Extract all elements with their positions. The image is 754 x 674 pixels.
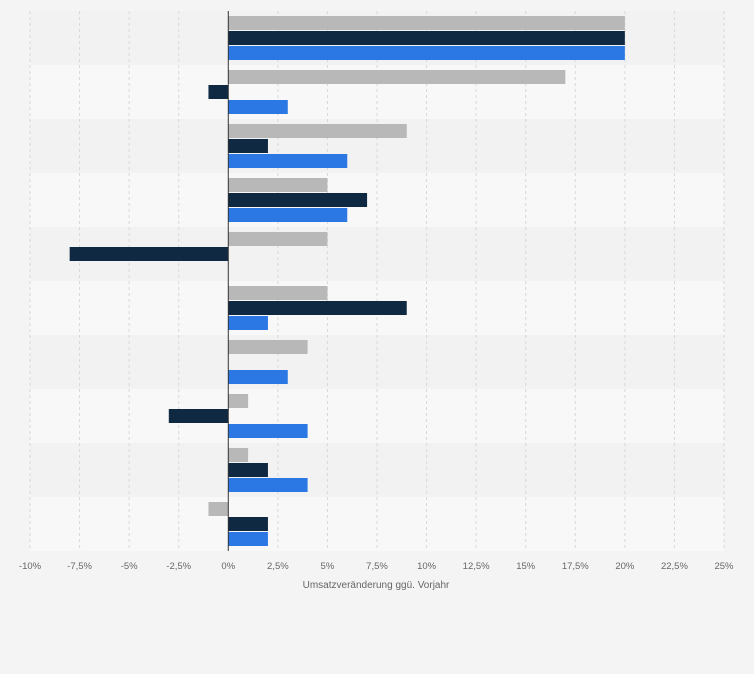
bar-1 <box>228 394 249 408</box>
bar-3 <box>228 154 348 168</box>
bar-2 <box>208 85 229 99</box>
x-tick-label: -5% <box>121 561 138 572</box>
bar-1 <box>228 232 328 246</box>
x-tick-label: 25% <box>714 561 734 572</box>
bar-1 <box>208 502 229 516</box>
bar-2 <box>228 139 268 153</box>
bar-3 <box>228 370 288 384</box>
x-tick-label: 7,5% <box>366 561 388 572</box>
x-tick-label: 2,5% <box>267 561 289 572</box>
bar-2 <box>228 517 268 531</box>
bar-3 <box>228 532 268 546</box>
bar-2 <box>228 31 625 45</box>
x-tick-label: -10% <box>19 561 42 572</box>
bar-3 <box>228 316 268 330</box>
x-tick-label: 0% <box>221 561 235 572</box>
bar-1 <box>228 178 328 192</box>
x-axis-title: Umsatzveränderung ggü. Vorjahr <box>303 580 450 591</box>
bar-1 <box>228 448 249 462</box>
x-tick-label: 5% <box>321 561 335 572</box>
x-tick-label: 20% <box>615 561 635 572</box>
bar-2 <box>228 463 268 477</box>
gridlines <box>29 11 725 551</box>
bar-2 <box>168 409 229 423</box>
x-tick-label: 10% <box>417 561 437 572</box>
bar-2 <box>228 301 407 315</box>
bar-3 <box>228 424 308 438</box>
x-tick-label: -7,5% <box>67 561 92 572</box>
bar-1 <box>228 340 308 354</box>
x-tick-label: 22,5% <box>661 561 688 572</box>
bar-3 <box>228 208 348 222</box>
bar-1 <box>228 286 328 300</box>
bar-3 <box>228 478 308 492</box>
bar-3 <box>228 46 625 60</box>
x-tick-labels: -10% -7,5% -5% -2,5% 0% 2,5% 5% 7,5% 10% 12,5% 15%… <box>19 561 734 572</box>
x-tick-label: 15% <box>516 561 536 572</box>
bar-1 <box>228 124 407 138</box>
x-tick-label: 17,5% <box>562 561 589 572</box>
x-tick-label: -2,5% <box>166 561 191 572</box>
bar-2 <box>228 193 368 207</box>
bar-1 <box>228 70 566 84</box>
bar-3 <box>228 100 288 114</box>
bar-1 <box>228 16 625 30</box>
bar-2 <box>69 247 229 261</box>
x-tick-label: 12,5% <box>463 561 490 572</box>
bars <box>69 16 625 546</box>
